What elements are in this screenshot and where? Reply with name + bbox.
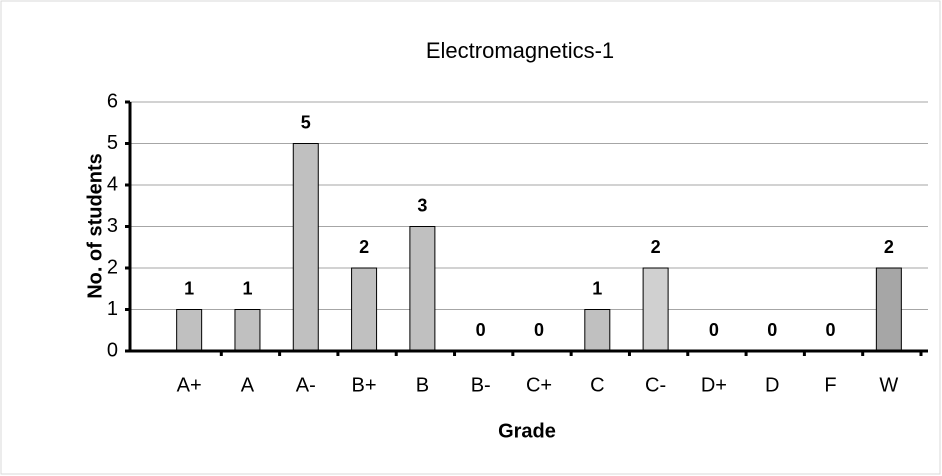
y-tick-label: 0 [107,339,118,361]
data-label: 3 [417,195,427,215]
data-label: 1 [184,278,194,298]
data-label: 0 [476,320,486,340]
chart-title: Electromagnetics-1 [426,38,614,63]
bar [234,309,261,352]
data-label: 2 [651,237,661,257]
data-label: 1 [592,278,602,298]
data-label: 0 [826,320,836,340]
y-tick-label: 1 [107,298,118,320]
x-tick-label: W [879,374,898,396]
bar [292,143,319,352]
data-label: 0 [709,320,719,340]
bar [642,267,669,352]
x-tick-label: D [765,374,779,396]
data-label: 1 [242,278,252,298]
x-tick-label: B [416,374,429,396]
data-label: 0 [534,320,544,340]
y-tick-label: 4 [107,173,118,195]
x-tick-label: A+ [177,374,202,396]
bar [351,267,378,352]
data-label: 2 [359,237,369,257]
bar [409,226,436,352]
bar [176,309,203,352]
y-tick-label: 5 [107,132,118,154]
x-tick-label: C+ [526,374,552,396]
y-axis-label: No. of students [84,153,106,299]
bar [875,267,902,352]
x-tick-label: A [241,374,255,396]
x-tick-label: C- [645,374,666,396]
x-tick-label: A- [296,374,316,396]
x-axis-label: Grade [498,420,556,442]
data-label: 0 [767,320,777,340]
x-tick-label: C [590,374,604,396]
y-tick-label: 3 [107,215,118,237]
data-label: 2 [884,237,894,257]
y-tick-label: 6 [107,90,118,112]
x-tick-label: B+ [352,374,377,396]
data-label: 5 [301,112,311,132]
y-tick-label: 2 [107,256,118,278]
x-tick-label: D+ [701,374,727,396]
x-tick-label: B- [471,374,491,396]
bar [584,309,611,352]
x-tick-label: F [824,374,836,396]
